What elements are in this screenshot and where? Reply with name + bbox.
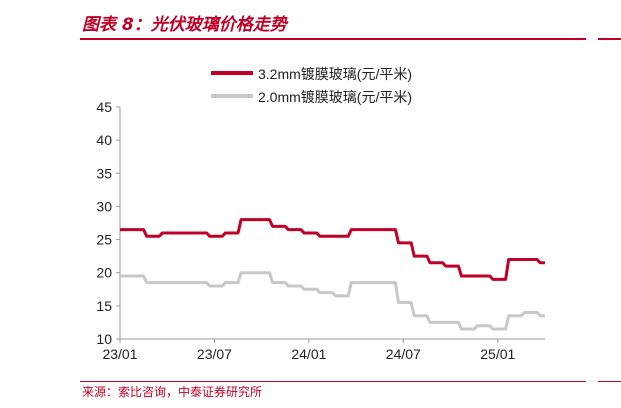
title-rule-right <box>598 38 621 40</box>
series-line-32mm <box>120 218 545 281</box>
y-tick-label: 45 <box>96 99 112 115</box>
chart-title: 图表 8：光伏玻璃价格走势 <box>82 15 287 35</box>
legend-label-20: 2.0mm镀膜玻璃(元/平米) <box>258 89 412 105</box>
tick-labels: 10 15 20 25 30 35 40 45 23/01 23/07 24/01 24/07 25/0… <box>96 99 515 362</box>
axes <box>116 106 545 343</box>
x-tick-label: 23/07 <box>197 346 232 362</box>
y-tick-label: 15 <box>96 298 112 314</box>
x-tick-label: 24/07 <box>386 346 421 362</box>
y-tick-label: 25 <box>96 232 112 248</box>
source-rule <box>80 381 586 382</box>
x-tick-label: 23/01 <box>102 346 137 362</box>
y-tick-label: 20 <box>96 265 112 281</box>
y-tick-label: 30 <box>96 198 112 214</box>
x-tick-label: 24/01 <box>291 346 326 362</box>
legend: 3.2mm镀膜玻璃(元/平米) 2.0mm镀膜玻璃(元/平米) <box>211 66 412 105</box>
y-tick-label: 35 <box>96 165 112 181</box>
y-tick-label: 10 <box>96 331 112 347</box>
series-line-20mm <box>120 271 545 331</box>
y-tick-label: 40 <box>96 132 112 148</box>
source-rule-right <box>598 381 621 382</box>
x-tick-label: 25/01 <box>480 346 515 362</box>
legend-label-32: 3.2mm镀膜玻璃(元/平米) <box>258 66 412 82</box>
source-note: 来源：索比咨询，中泰证券研究所 <box>82 385 263 399</box>
series-lines <box>120 218 545 331</box>
title-rule <box>80 38 586 40</box>
